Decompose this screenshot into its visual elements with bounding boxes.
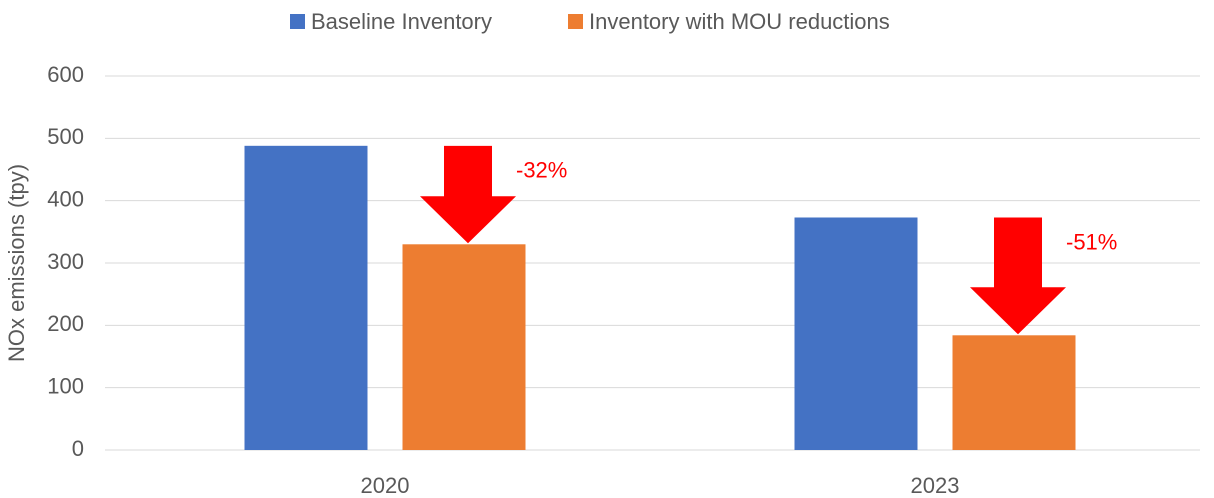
reduction-arrow (420, 145, 516, 244)
bar (402, 244, 526, 450)
y-tick-label: 0 (72, 436, 84, 461)
y-tick-label: 600 (47, 62, 84, 87)
y-tick-label: 300 (47, 249, 84, 274)
y-tick-label: 400 (47, 186, 84, 211)
legend-swatch (568, 14, 583, 29)
legend-label: Inventory with MOU reductions (589, 9, 890, 34)
y-tick-label: 200 (47, 311, 84, 336)
annotation: -51% (1066, 229, 1117, 254)
x-tick-label: 2023 (911, 473, 960, 498)
x-tick-label: 2020 (361, 473, 410, 498)
y-axis-label: NOx emissions (tpy) (4, 164, 29, 362)
y-tick-label: 500 (47, 124, 84, 149)
bar (952, 335, 1076, 450)
reduction-arrow (970, 217, 1066, 335)
annotation: -32% (516, 158, 567, 183)
y-tick-label: 100 (47, 373, 84, 398)
bar (794, 217, 918, 450)
bar (244, 145, 368, 450)
legend-label: Baseline Inventory (311, 9, 492, 34)
legend-swatch (290, 14, 305, 29)
